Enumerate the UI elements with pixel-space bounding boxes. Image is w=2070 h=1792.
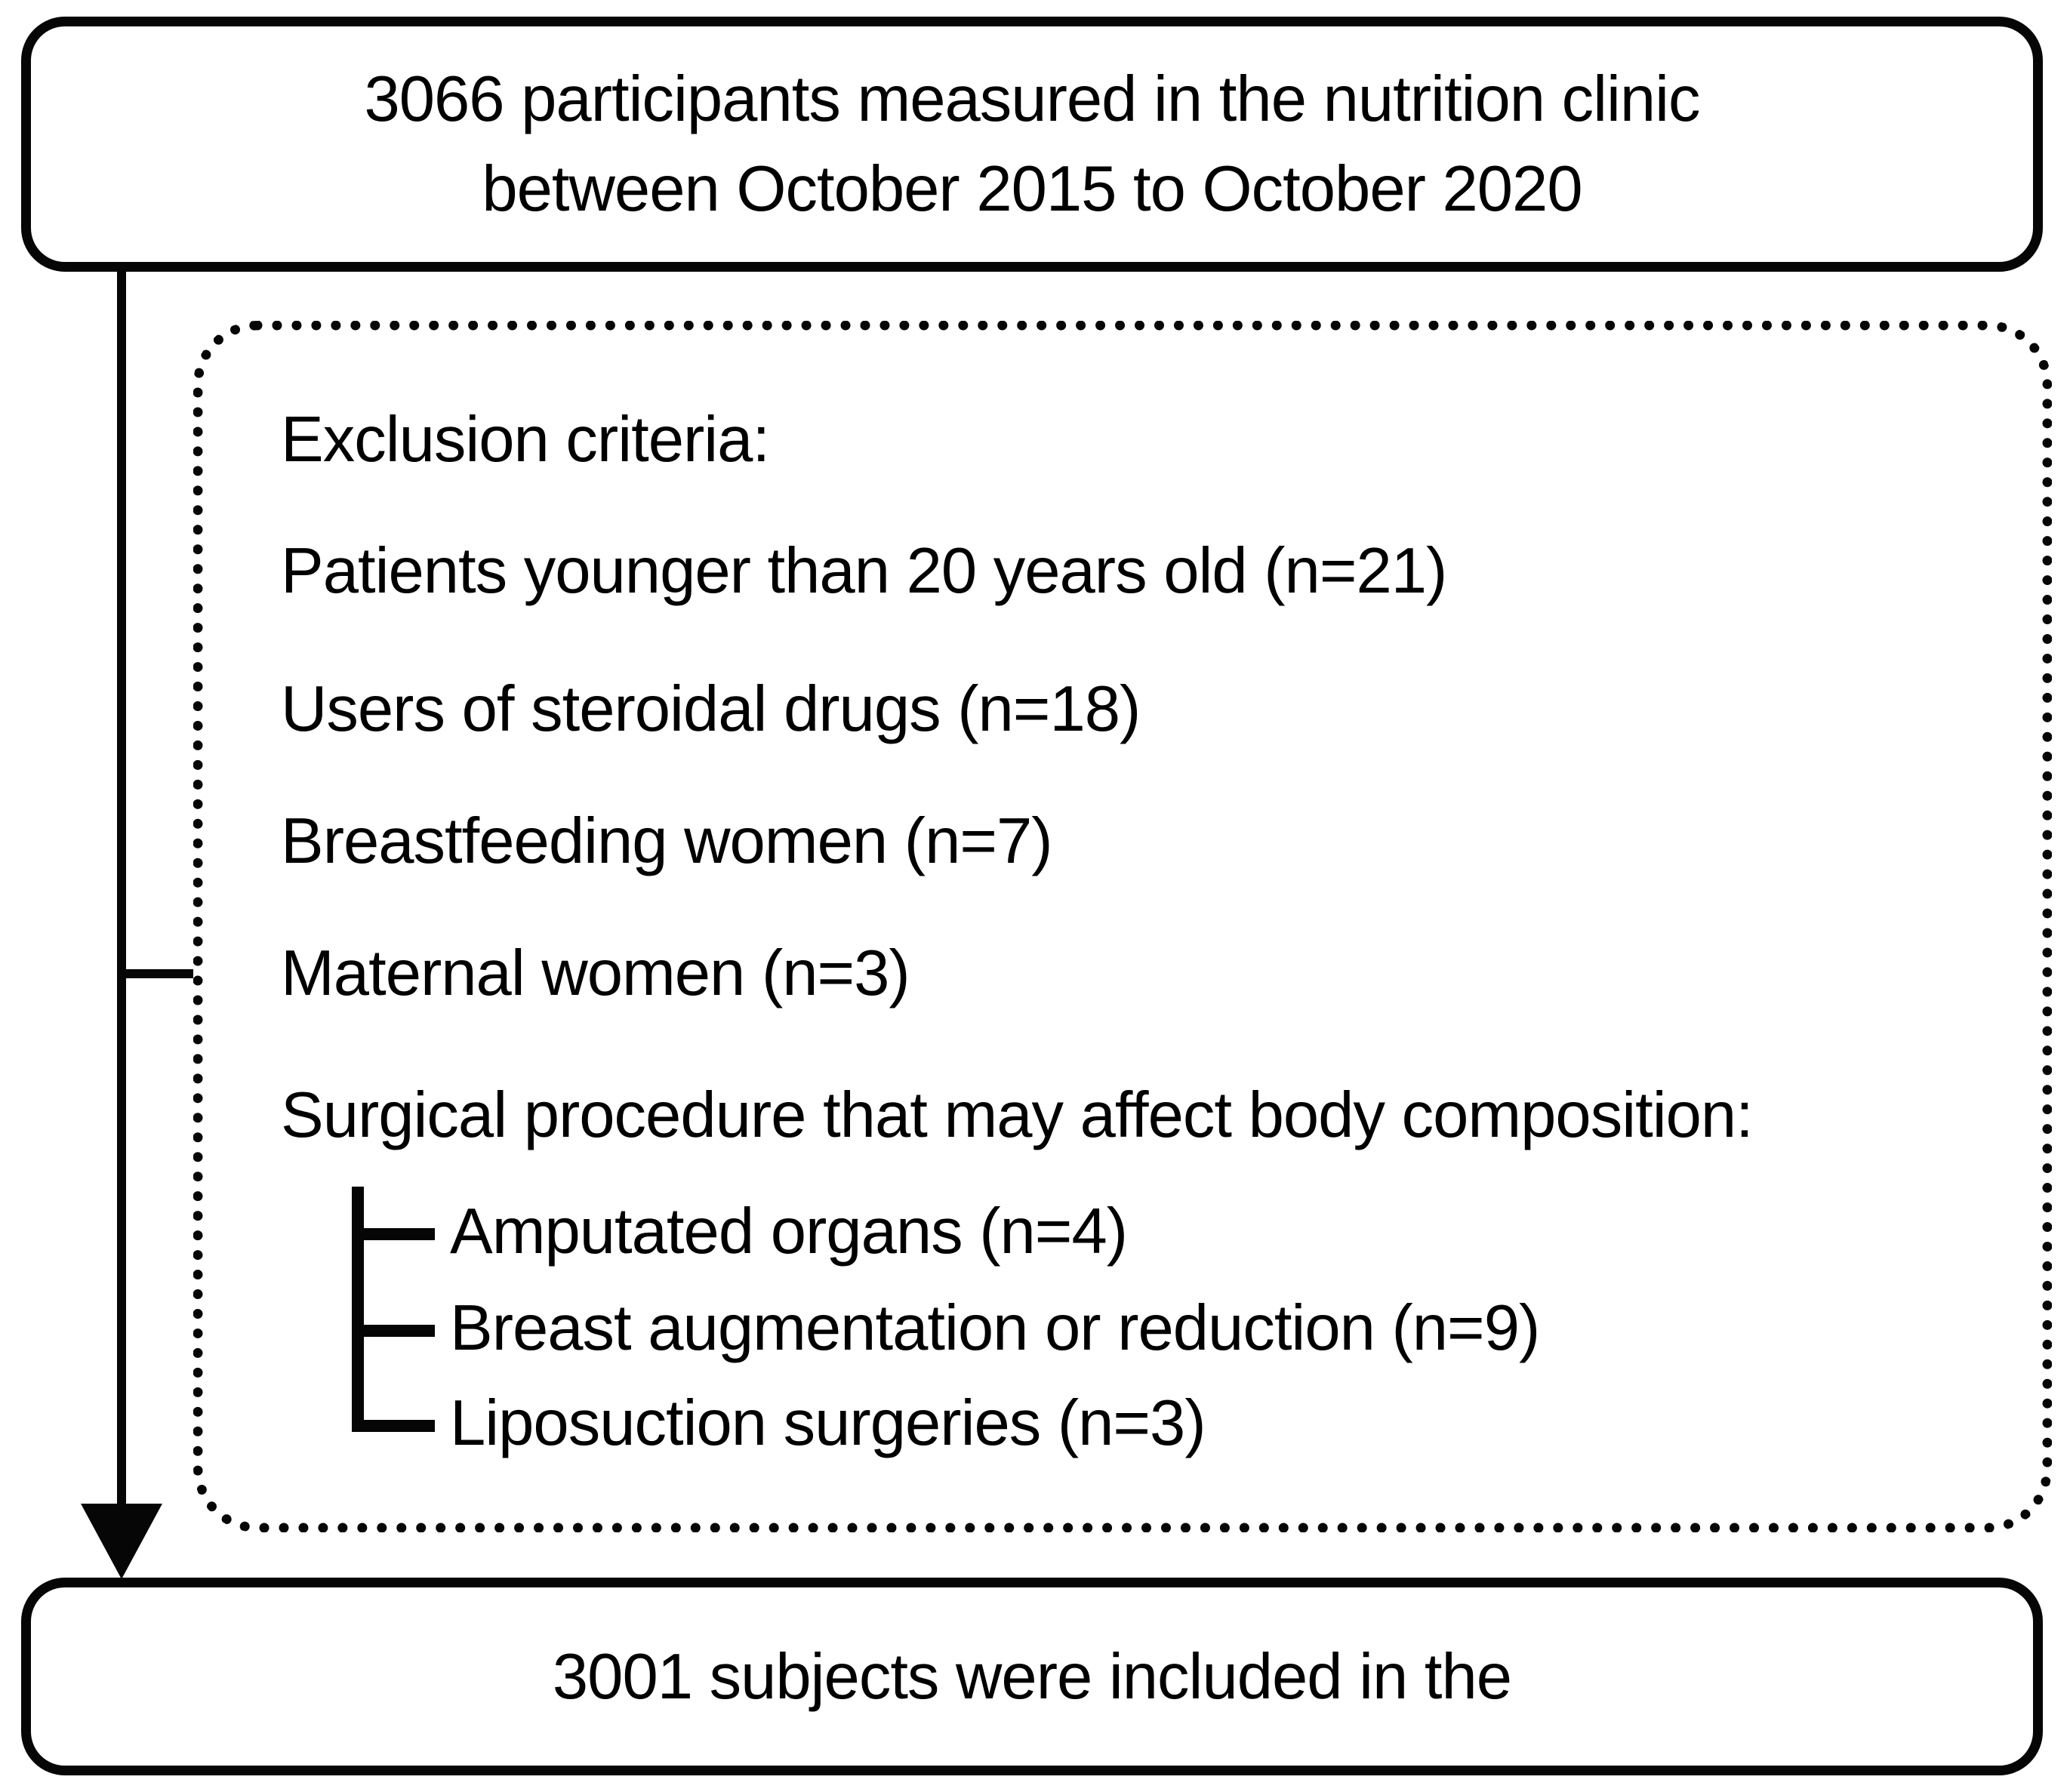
exclusion-item: Breastfeeding women (n=7) [281, 805, 1053, 877]
bracket-tick [352, 1228, 435, 1240]
exclusion-sub-item: Amputated organs (n=4) [450, 1196, 1128, 1267]
top-box: 3066 participants measured in the nutrit… [21, 17, 2043, 272]
bracket-vertical-line [352, 1187, 364, 1432]
exclusion-sub-item: Breast augmentation or reduction (n=9) [450, 1292, 1540, 1364]
flow-arrow-line [117, 270, 126, 1508]
exclusion-item: Maternal women (n=3) [281, 938, 910, 1009]
top-box-line1: 3066 participants measured in the nutrit… [364, 63, 1700, 135]
exclusion-connector-line [117, 969, 200, 978]
exclusion-item: Users of steroidal drugs (n=18) [281, 673, 1141, 745]
exclusion-title: Exclusion criteria: [281, 404, 770, 476]
exclusion-item: Surgical procedure that may affect body … [281, 1079, 1754, 1151]
bracket-tick [352, 1325, 435, 1337]
exclusion-sub-item: Liposuction surgeries (n=3) [450, 1387, 1206, 1459]
bracket-tick [352, 1420, 435, 1432]
exclusion-box [193, 321, 2052, 1532]
exclusion-item: Patients younger than 20 years old (n=21… [281, 535, 1447, 607]
top-box-line2: between October 2015 to October 2020 [482, 153, 1582, 225]
arrowhead-down-icon [81, 1504, 162, 1579]
bottom-box: 3001 subjects were included in the [21, 1578, 2043, 1775]
bottom-box-text: 3001 subjects were included in the [552, 1640, 1512, 1713]
